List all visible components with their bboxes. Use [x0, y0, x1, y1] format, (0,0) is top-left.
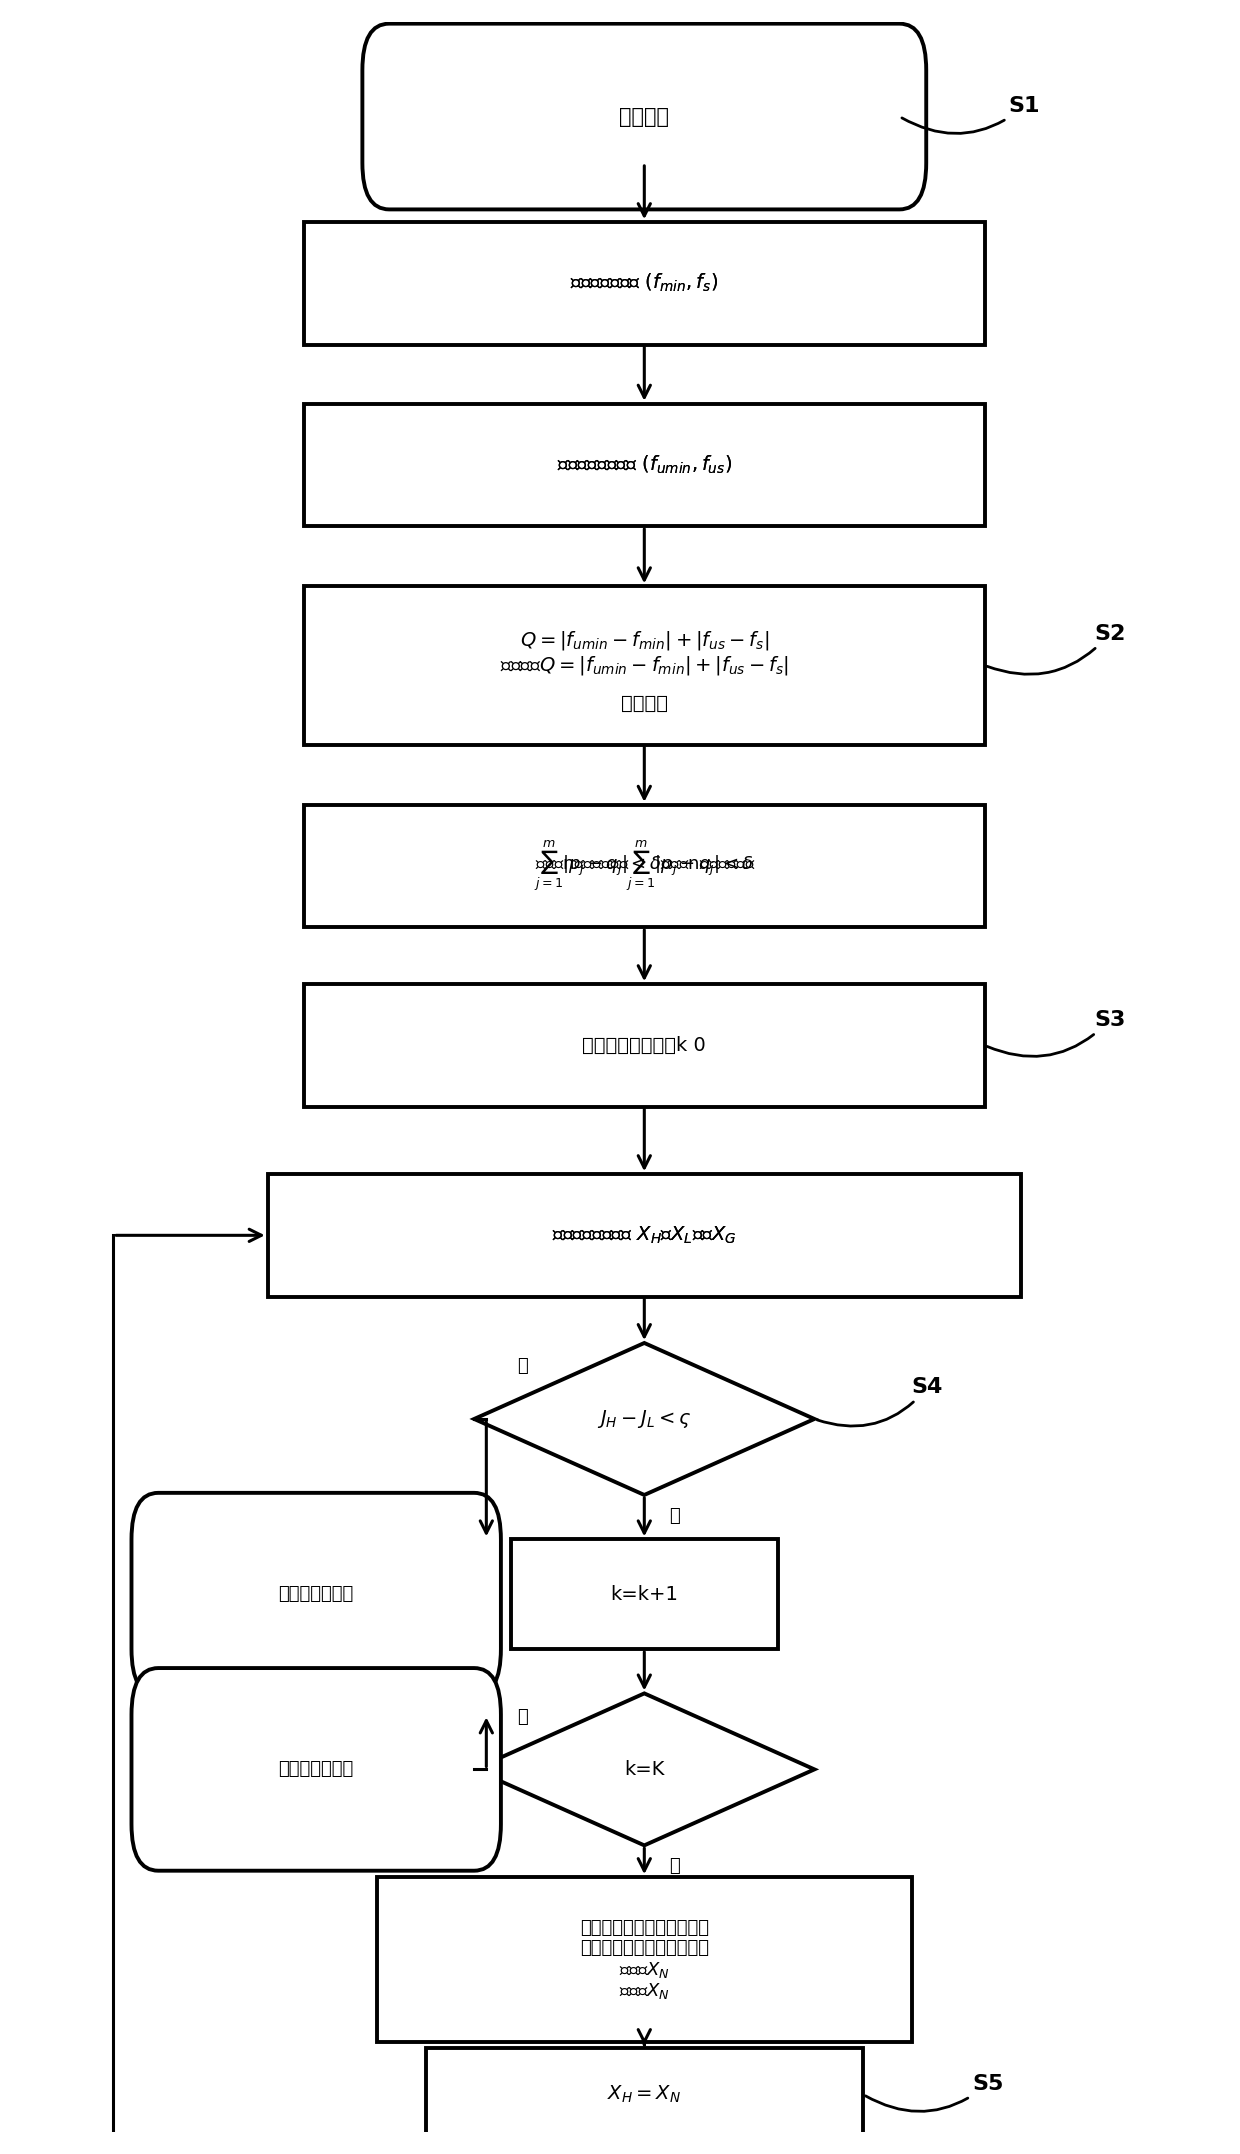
FancyBboxPatch shape [131, 1493, 501, 1695]
Bar [425, 2048, 863, 2141]
Text: S2: S2 [987, 625, 1126, 674]
Text: 利用单纯形算法，生成候换
参数组$X_N$: 利用单纯形算法，生成候换 参数组$X_N$ [580, 1939, 709, 1980]
Text: 是: 是 [517, 1357, 528, 1374]
Text: S3: S3 [987, 1010, 1126, 1055]
Polygon shape [474, 1342, 815, 1495]
Bar [304, 984, 985, 1107]
Bar [304, 403, 985, 526]
Text: 参数组$X_N$: 参数组$X_N$ [619, 1982, 670, 2001]
FancyBboxPatch shape [131, 1667, 501, 1870]
Text: 取参数中值得到 $(f_{min}, f_s)$: 取参数中值得到 $(f_{min}, f_s)$ [570, 271, 718, 295]
Bar [268, 1174, 1021, 1297]
Bar [304, 586, 985, 745]
Text: $X_H = X_N$: $X_H = X_N$ [608, 2083, 681, 2104]
FancyBboxPatch shape [362, 24, 926, 209]
Text: 仿真每组参数得到 $(f_{umin}, f_{us})$: 仿真每组参数得到 $(f_{umin}, f_{us})$ [557, 454, 732, 476]
Text: ，得到n个待优化参数$\sum_{j=1}^{m}|p_j - q_j| < \delta$: ，得到n个待优化参数$\sum_{j=1}^{m}|p_j - q_j| < \… [534, 838, 754, 894]
Text: 否: 否 [670, 1857, 680, 1876]
Text: 利用单纯形算法，生成候换: 利用单纯形算法，生成候换 [580, 1919, 709, 1936]
Text: S4: S4 [817, 1376, 944, 1426]
Bar [377, 1876, 911, 2042]
Bar [304, 806, 985, 926]
Text: k=k+1: k=k+1 [610, 1585, 678, 1605]
Text: 确定初始单纯形，k 0: 确定初始单纯形，k 0 [583, 1036, 706, 1055]
Text: 数据准备: 数据准备 [619, 106, 670, 127]
Text: $Q = |f_{umin} - f_{min}| + |f_{us} - f_s|$: $Q = |f_{umin} - f_{min}| + |f_{us} - f_… [520, 629, 769, 651]
Text: 是: 是 [517, 1708, 528, 1725]
Text: S1: S1 [901, 97, 1040, 134]
Text: 确定分组: 确定分组 [621, 694, 668, 713]
Bar [511, 1540, 777, 1650]
Text: $J_H - J_L < \varsigma$: $J_H - J_L < \varsigma$ [598, 1409, 692, 1430]
Text: 仿真每组参数得到 $(f_{umin}, f_{us})$: 仿真每组参数得到 $(f_{umin}, f_{us})$ [557, 454, 732, 476]
Text: 取参数中值得到 $(f_{min}, f_s)$: 取参数中值得到 $(f_{min}, f_s)$ [570, 271, 718, 295]
Text: k=K: k=K [624, 1760, 665, 1779]
Text: 计算目标值，找出 $X_H$，$X_L$，和$X_G$: 计算目标值，找出 $X_H$，$X_L$，和$X_G$ [552, 1226, 737, 1245]
Text: 结束，辨识成功: 结束，辨识成功 [279, 1585, 353, 1603]
Text: 确定分组$Q = |f_{umin} - f_{min}| + |f_{us} - f_s|$: 确定分组$Q = |f_{umin} - f_{min}| + |f_{us} … [500, 655, 789, 676]
Text: 结束，辨识失败: 结束，辨识失败 [279, 1760, 353, 1779]
Text: S5: S5 [866, 2074, 1004, 2111]
Text: 计算目标值，找出 $X_H$，$X_L$，和$X_G$: 计算目标值，找出 $X_H$，$X_L$，和$X_G$ [552, 1226, 737, 1245]
Text: 否: 否 [670, 1508, 680, 1525]
Text: $\sum_{j=1}^{m}|p_j - q_j| < \delta$，得到n个待优化参数: $\sum_{j=1}^{m}|p_j - q_j| < \delta$，得到n… [533, 838, 755, 894]
Polygon shape [474, 1693, 815, 1846]
Bar [304, 222, 985, 345]
